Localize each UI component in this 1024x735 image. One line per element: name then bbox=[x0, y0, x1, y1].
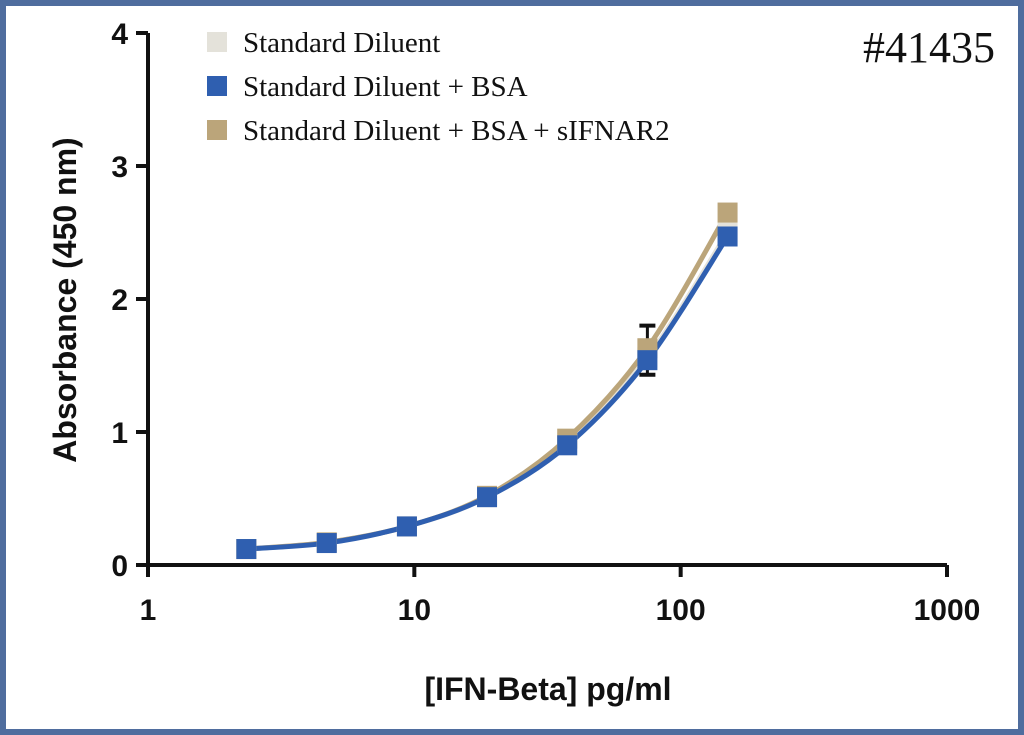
legend-swatch bbox=[207, 120, 227, 140]
legend-label: Standard Diluent bbox=[243, 27, 440, 59]
data-point-2 bbox=[717, 226, 738, 247]
legend-swatch bbox=[207, 76, 227, 96]
catalog-number: #41435 bbox=[863, 23, 995, 72]
legend-label: Standard Diluent + BSA + sIFNAR2 bbox=[243, 115, 670, 147]
data-point-2 bbox=[477, 487, 498, 508]
y-axis-label: Absorbance (450 nm) bbox=[47, 137, 83, 462]
data-point-2 bbox=[557, 435, 578, 456]
y-tick-label: 4 bbox=[111, 18, 128, 51]
y-tick-label: 2 bbox=[111, 284, 128, 317]
x-tick-label: 1000 bbox=[914, 594, 981, 627]
x-tick-label: 100 bbox=[656, 594, 706, 627]
x-axis-label: [IFN-Beta] pg/ml bbox=[424, 671, 671, 707]
data-point-2 bbox=[396, 516, 417, 537]
data-point-2 bbox=[637, 350, 658, 371]
x-tick-label: 10 bbox=[398, 594, 431, 627]
legend-swatch bbox=[207, 32, 227, 52]
y-tick-label: 0 bbox=[111, 550, 128, 583]
x-tick-label: 1 bbox=[140, 594, 157, 627]
data-point-1 bbox=[717, 202, 738, 223]
data-point-2 bbox=[316, 533, 337, 554]
legend-label: Standard Diluent + BSA bbox=[243, 71, 528, 103]
y-tick-label: 3 bbox=[111, 151, 128, 184]
data-point-2 bbox=[236, 539, 257, 560]
y-tick-label: 1 bbox=[111, 417, 128, 450]
